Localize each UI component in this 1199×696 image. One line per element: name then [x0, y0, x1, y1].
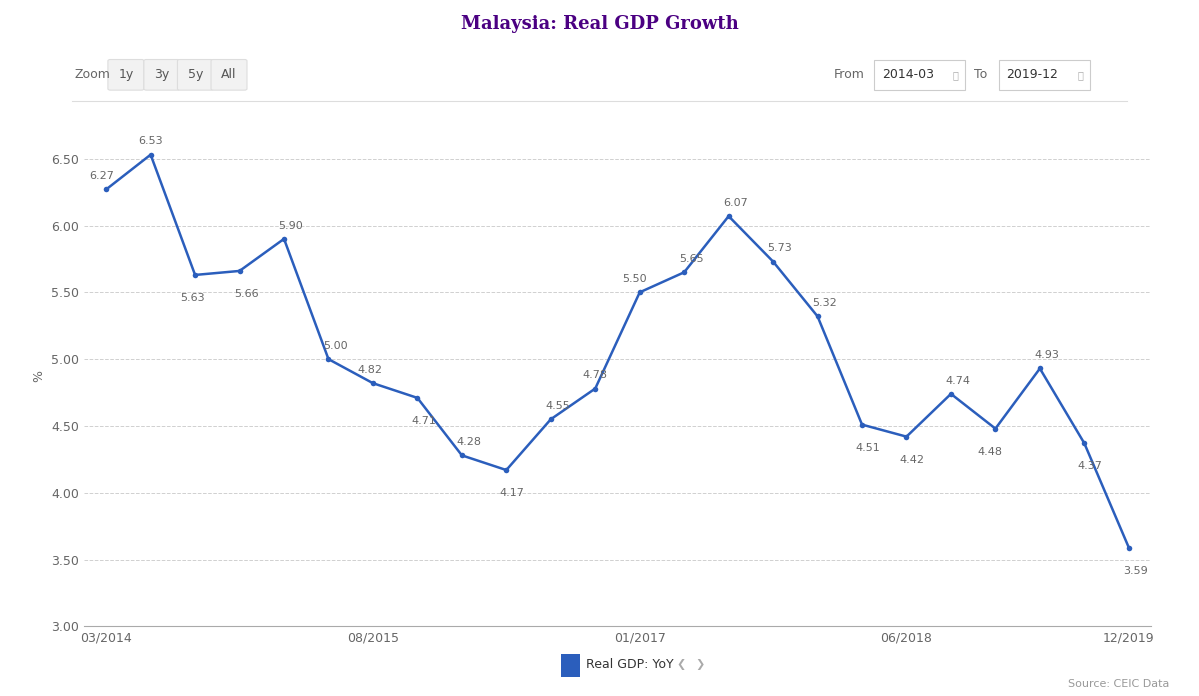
Text: 3.59: 3.59: [1123, 566, 1149, 576]
Point: [1074, 438, 1093, 449]
Point: [230, 265, 249, 276]
Point: [452, 450, 471, 461]
Point: [1119, 542, 1138, 553]
Text: Source: CEIC Data: Source: CEIC Data: [1067, 679, 1169, 689]
Text: 4.42: 4.42: [899, 454, 924, 465]
Text: 6.27: 6.27: [90, 171, 114, 181]
Point: [941, 388, 960, 400]
Point: [319, 354, 338, 365]
Point: [764, 256, 783, 267]
Point: [631, 287, 650, 298]
Text: 4.78: 4.78: [583, 370, 608, 380]
Point: [363, 378, 382, 389]
Point: [808, 311, 827, 322]
Text: 4.17: 4.17: [500, 488, 524, 498]
Text: 4.71: 4.71: [412, 416, 436, 426]
Text: 5.90: 5.90: [278, 221, 303, 230]
Text: 3y: 3y: [155, 68, 169, 81]
Point: [275, 233, 294, 244]
Text: 4.28: 4.28: [457, 437, 481, 447]
Text: 4.48: 4.48: [977, 447, 1002, 457]
Text: 5.00: 5.00: [323, 341, 348, 351]
Text: 📅: 📅: [953, 70, 958, 80]
Text: ❮: ❮: [676, 659, 686, 670]
Text: Malaysia: Real GDP Growth: Malaysia: Real GDP Growth: [460, 15, 739, 33]
Text: ❯: ❯: [695, 659, 705, 670]
Point: [141, 149, 161, 160]
Point: [541, 413, 560, 425]
Point: [408, 393, 427, 404]
Text: 5.73: 5.73: [767, 243, 793, 253]
Point: [97, 184, 116, 195]
Point: [852, 419, 872, 430]
Point: [585, 383, 604, 394]
Point: [186, 269, 205, 280]
Text: 📅: 📅: [1078, 70, 1083, 80]
Point: [897, 431, 916, 442]
Point: [675, 267, 694, 278]
Text: 2019-12: 2019-12: [1006, 68, 1059, 81]
Text: 1y: 1y: [119, 68, 133, 81]
Text: 5.63: 5.63: [180, 293, 205, 303]
Text: 5.65: 5.65: [679, 254, 704, 264]
Text: 5.66: 5.66: [234, 289, 259, 299]
Text: Real GDP: YoY: Real GDP: YoY: [586, 658, 674, 671]
Y-axis label: %: %: [32, 370, 46, 382]
Text: 5.50: 5.50: [622, 274, 646, 284]
Text: 5y: 5y: [188, 68, 203, 81]
Point: [986, 423, 1005, 434]
Text: 6.53: 6.53: [138, 136, 163, 146]
Text: 4.51: 4.51: [855, 443, 880, 452]
Point: [1030, 363, 1049, 374]
Text: 4.93: 4.93: [1035, 350, 1059, 360]
Text: 5.32: 5.32: [812, 298, 837, 308]
Text: From: From: [833, 68, 864, 81]
Text: 4.74: 4.74: [945, 376, 970, 386]
Text: 6.07: 6.07: [723, 198, 748, 208]
Text: 4.82: 4.82: [357, 365, 382, 375]
Text: 4.55: 4.55: [546, 401, 570, 411]
Text: All: All: [222, 68, 236, 81]
Text: To: To: [974, 68, 987, 81]
Point: [719, 211, 739, 222]
Point: [496, 464, 516, 475]
Text: 4.37: 4.37: [1078, 461, 1102, 471]
Text: 2014-03: 2014-03: [881, 68, 934, 81]
Text: Zoom: Zoom: [74, 68, 110, 81]
